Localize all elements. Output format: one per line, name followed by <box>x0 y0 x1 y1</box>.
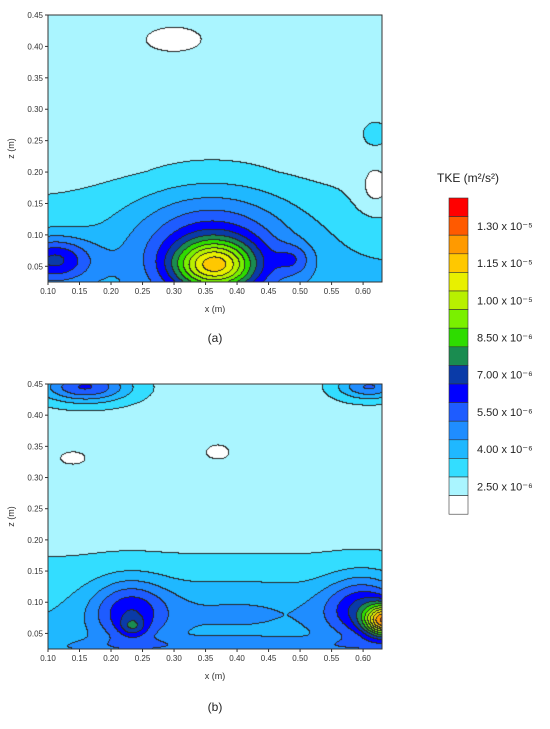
y-tick-label: 0.35 <box>27 442 43 451</box>
y-tick-label: 0.45 <box>27 380 43 389</box>
y-tick-label: 0.40 <box>27 411 43 420</box>
legend-label: 1.15 x 10⁻⁵ <box>477 258 533 270</box>
legend-swatch <box>448 495 469 515</box>
legend-swatch <box>448 346 469 366</box>
y-tick-label: 0.30 <box>27 474 43 483</box>
y-tick-label: 0.05 <box>27 629 43 638</box>
x-axis-title: x (m) <box>205 304 226 314</box>
x-tick-label: 0.20 <box>103 654 119 663</box>
panel-label: (a) <box>208 331 223 345</box>
panel-a: 0.10 0.15 0.20 0.25 0.30 0.35 0.40 0.45 0.50 0.55… <box>6 11 383 345</box>
contour-field <box>48 384 382 649</box>
x-tick-label: 0.60 <box>355 287 371 296</box>
legend-swatch <box>448 253 469 273</box>
legend-swatch <box>448 234 469 255</box>
x-tick-label: 0.50 <box>292 287 308 296</box>
y-tick-label: 0.20 <box>27 168 43 177</box>
x-axis-title: x (m) <box>205 671 226 681</box>
legend-swatch <box>448 383 469 403</box>
x-tick-label: 0.45 <box>261 654 277 663</box>
legend-swatch <box>448 216 469 236</box>
y-tick-label: 0.20 <box>27 536 43 545</box>
y-tick-label: 0.15 <box>27 199 43 208</box>
legend-swatch <box>448 309 469 329</box>
x-tick-label: 0.50 <box>292 654 308 663</box>
x-tick-label: 0.35 <box>198 654 214 663</box>
legend-title: TKE (m²/s²) <box>437 171 499 185</box>
legend-label: 8.50 x 10⁻⁶ <box>477 333 533 345</box>
x-tick-label: 0.15 <box>72 287 88 296</box>
legend-label: 5.50 x 10⁻⁶ <box>477 407 533 419</box>
legend-swatch <box>448 439 469 459</box>
x-tick-label: 0.30 <box>166 287 182 296</box>
legend-swatch <box>448 365 469 385</box>
x-tick-label: 0.55 <box>324 287 340 296</box>
x-tick-label: 0.35 <box>198 287 214 296</box>
legend-label: 1.30 x 10⁻⁵ <box>477 221 533 233</box>
y-tick-label: 0.10 <box>27 598 43 607</box>
y-tick-label: 0.45 <box>27 11 43 20</box>
y-axis-title: z (m) <box>6 506 16 527</box>
y-tick-label: 0.15 <box>27 567 43 576</box>
x-tick-label: 0.10 <box>40 287 56 296</box>
legend-swatch <box>448 290 469 310</box>
panel-label: (b) <box>208 700 223 714</box>
x-tick-label: 0.25 <box>135 287 151 296</box>
plot-frame <box>47 383 383 650</box>
panel-b: 0.10 0.15 0.20 0.25 0.30 0.35 0.40 0.45 0.50 0.55… <box>6 380 383 714</box>
legend-label: 7.00 x 10⁻⁶ <box>477 370 533 382</box>
legend-swatch <box>448 420 469 441</box>
legend-swatch <box>448 476 469 496</box>
x-tick-label: 0.30 <box>166 654 182 663</box>
y-tick-label: 0.35 <box>27 74 43 83</box>
x-tick-label: 0.25 <box>135 654 151 663</box>
x-tick-label: 0.60 <box>355 654 371 663</box>
legend-swatch <box>448 272 469 292</box>
legend-swatch <box>448 197 469 217</box>
y-tick-label: 0.25 <box>27 505 43 514</box>
x-tick-label: 0.40 <box>229 287 245 296</box>
x-tick-label: 0.20 <box>103 287 119 296</box>
y-tick-label: 0.10 <box>27 231 43 240</box>
legend-swatch <box>448 458 469 478</box>
x-tick-label: 0.55 <box>324 654 340 663</box>
y-tick-label: 0.30 <box>27 105 43 114</box>
x-tick-label: 0.45 <box>261 287 277 296</box>
plot-frame <box>47 14 383 283</box>
legend-label: 2.50 x 10⁻⁶ <box>477 481 533 493</box>
x-tick-label: 0.10 <box>40 654 56 663</box>
legend-swatch <box>448 327 469 348</box>
y-tick-label: 0.40 <box>27 42 43 51</box>
legend-swatch <box>448 402 469 422</box>
x-tick-label: 0.15 <box>72 654 88 663</box>
y-tick-label: 0.05 <box>27 262 43 271</box>
legend-label: 1.00 x 10⁻⁵ <box>477 295 533 307</box>
y-tick-label: 0.25 <box>27 137 43 146</box>
y-axis-title: z (m) <box>6 138 16 159</box>
color-legend: TKE (m²/s²) 1.30 x 10⁻⁵ 1.15 x 10⁻⁵ 1.00 x … <box>437 171 533 515</box>
contour-field <box>48 15 382 282</box>
legend-label: 4.00 x 10⁻⁶ <box>477 444 533 456</box>
x-tick-label: 0.40 <box>229 654 245 663</box>
